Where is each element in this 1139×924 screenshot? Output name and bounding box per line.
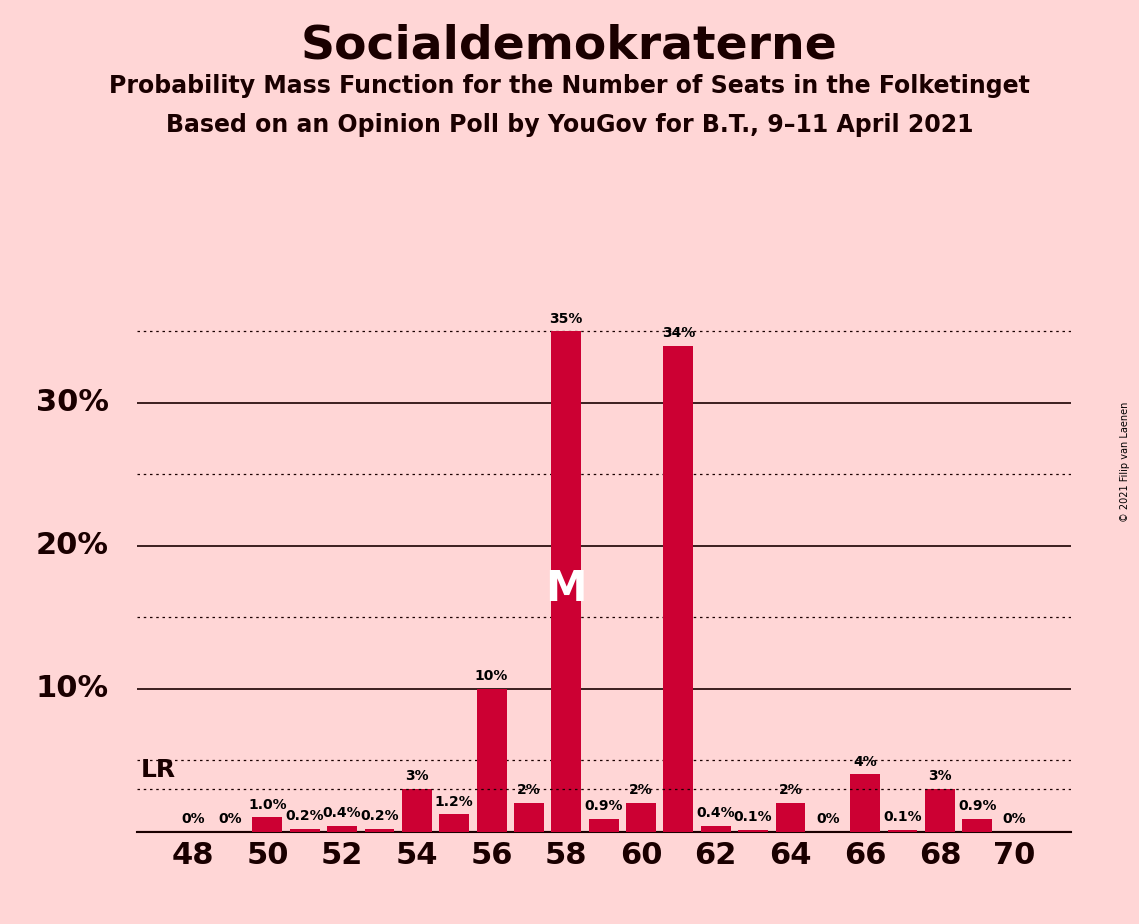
Bar (440, 814, 469, 832)
Bar (962, 819, 992, 832)
Text: 1.2%: 1.2% (435, 795, 474, 808)
Text: M: M (546, 567, 587, 610)
Text: 0.9%: 0.9% (584, 799, 623, 813)
Text: 2%: 2% (517, 784, 541, 797)
Bar (663, 346, 694, 832)
Bar (253, 818, 282, 832)
Text: 0.9%: 0.9% (958, 799, 997, 813)
Text: 0%: 0% (816, 812, 839, 826)
Text: 30%: 30% (35, 388, 108, 418)
Text: 0.1%: 0.1% (734, 810, 772, 824)
Text: 20%: 20% (35, 531, 108, 560)
Text: 35%: 35% (550, 311, 583, 325)
Text: 10%: 10% (475, 669, 508, 683)
Bar (925, 789, 954, 832)
Text: 0.4%: 0.4% (322, 806, 361, 821)
Bar (364, 829, 394, 832)
Text: 1.0%: 1.0% (248, 797, 287, 811)
Text: 10%: 10% (35, 675, 108, 703)
Bar (589, 819, 618, 832)
Text: 0.2%: 0.2% (360, 809, 399, 823)
Bar (887, 830, 918, 832)
Text: LR: LR (140, 758, 175, 782)
Text: Probability Mass Function for the Number of Seats in the Folketinget: Probability Mass Function for the Number… (109, 74, 1030, 98)
Text: 0.2%: 0.2% (286, 809, 325, 823)
Text: 0%: 0% (1002, 812, 1026, 826)
Bar (850, 774, 880, 832)
Bar (776, 803, 805, 832)
Text: 0%: 0% (181, 812, 205, 826)
Text: Socialdemokraterne: Socialdemokraterne (301, 23, 838, 68)
Text: 0.1%: 0.1% (883, 810, 921, 824)
Bar (327, 826, 358, 832)
Bar (476, 688, 507, 832)
Text: © 2021 Filip van Laenen: © 2021 Filip van Laenen (1121, 402, 1130, 522)
Bar (738, 830, 768, 832)
Text: Based on an Opinion Poll by YouGov for B.T., 9–11 April 2021: Based on an Opinion Poll by YouGov for B… (166, 113, 973, 137)
Text: 3%: 3% (928, 769, 952, 783)
Text: 0%: 0% (219, 812, 241, 826)
Text: 2%: 2% (779, 784, 802, 797)
Bar (626, 803, 656, 832)
Bar (551, 332, 581, 832)
Text: 2%: 2% (629, 784, 653, 797)
Text: 0.4%: 0.4% (696, 806, 735, 821)
Bar (289, 829, 320, 832)
Bar (700, 826, 731, 832)
Bar (402, 789, 432, 832)
Text: 3%: 3% (405, 769, 428, 783)
Text: 34%: 34% (662, 326, 695, 340)
Bar (514, 803, 544, 832)
Text: 4%: 4% (853, 755, 877, 769)
